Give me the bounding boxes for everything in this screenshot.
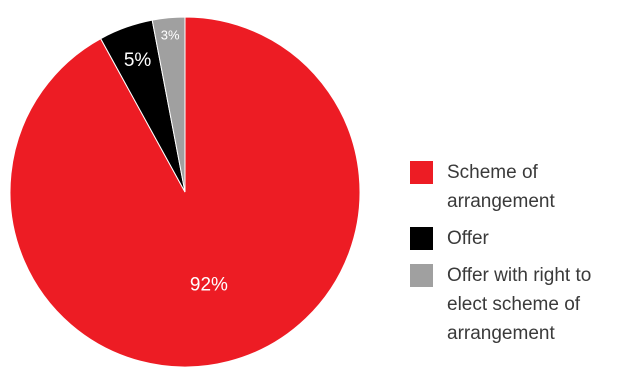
slice-label-offer-with-right-to-elect-scheme-of-arrangement: 3% <box>161 28 180 43</box>
slice-label-scheme-of-arrangement: 92% <box>190 275 228 296</box>
legend-swatch-offer-with-right-to-elect <box>410 264 433 287</box>
legend-label-scheme-of-arrangement: Scheme of arrangement <box>447 162 555 212</box>
legend-label-offer: Offer <box>447 228 489 249</box>
legend-swatch-offer <box>410 227 433 250</box>
slice-label-offer: 5% <box>124 50 152 71</box>
pie-chart: 92% 5% 3% <box>9 16 361 368</box>
legend-label-offer-with-right-to-elect: Offer with right to elect scheme of arra… <box>447 265 592 344</box>
legend: Scheme of arrangement Offer Offer with r… <box>410 158 630 356</box>
pie-slice-offer-with-right-to-elect-scheme-of-arrangement <box>151 16 186 193</box>
legend-item-offer-with-right-to-elect: Offer with right to elect scheme of arra… <box>410 261 630 348</box>
legend-item-scheme-of-arrangement: Scheme of arrangement <box>410 158 630 216</box>
legend-item-offer: Offer <box>410 224 630 253</box>
legend-swatch-scheme-of-arrangement <box>410 161 433 184</box>
